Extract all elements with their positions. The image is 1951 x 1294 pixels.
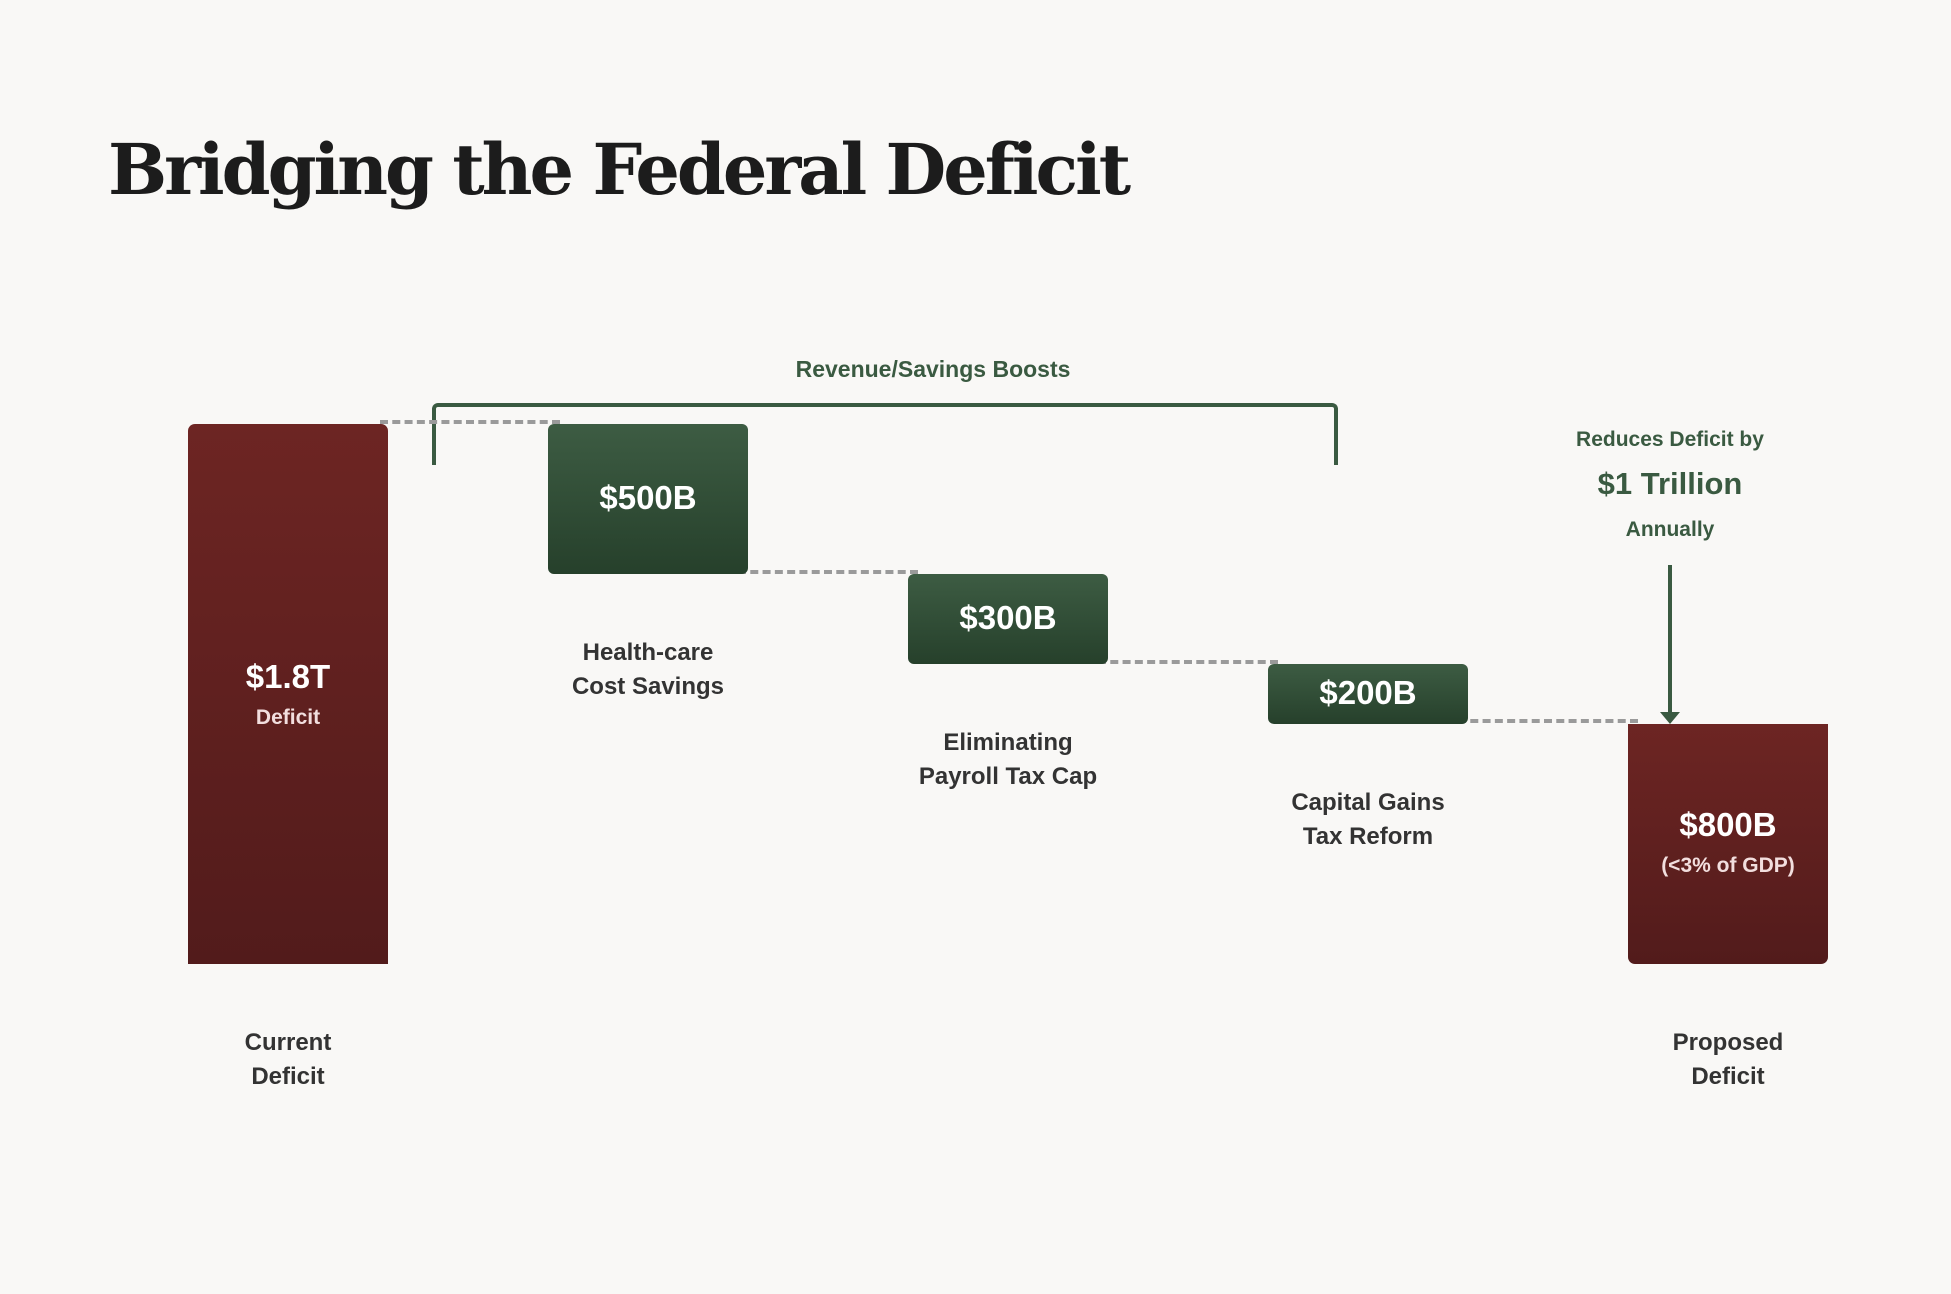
connector-line [1098,660,1278,664]
category-label: Capital Gains Tax Reform [1218,786,1518,854]
label-line: Tax Reform [1302,823,1434,850]
category-label: Health-care Cost Savings [498,636,798,704]
bar-sublabel: (<3% of GDP) [1661,854,1795,877]
bar-healthcare-savings: $500B [548,424,748,574]
arrow-head [1660,712,1680,724]
bar-capital-gains: $200B [1268,664,1468,724]
savings-bracket [432,403,1338,465]
connector-line [1458,719,1638,723]
annotation-line3: Annually [1625,518,1715,541]
label-line: Proposed [1672,1029,1784,1056]
arrow-down-icon [1668,565,1672,713]
category-label: Eliminating Payroll Tax Cap [858,726,1158,794]
category-label: Proposed Deficit [1578,1026,1878,1094]
label-line: Cost Savings [571,673,725,700]
bar-value: $300B [959,599,1057,636]
connector-line [380,420,560,424]
bar-sublabel: Deficit [255,706,321,729]
connector-line [738,570,918,574]
bar-payroll-tax-cap: $300B [908,574,1108,664]
bar-value: $800B [1679,806,1777,843]
category-label: Current Deficit [138,1026,438,1094]
bar-value: $200B [1319,674,1417,711]
label-line: Deficit [1691,1063,1765,1090]
bar-current-deficit: $1.8T Deficit [188,424,388,964]
label-line: Eliminating [943,729,1073,756]
label-line: Capital Gains [1291,789,1445,816]
bar-value: $1.8T [245,658,331,695]
label-line: Payroll Tax Cap [918,763,1098,790]
bar-value: $500B [599,479,697,516]
annotation-amount: $1 Trillion [1597,466,1743,501]
bracket-label: Revenue/Savings Boosts [795,356,1071,382]
label-line: Current [244,1029,332,1056]
label-line: Deficit [251,1063,325,1090]
bar-proposed-deficit: $800B (<3% of GDP) [1628,724,1828,964]
page-title: Bridging the Federal Deficit [108,128,1131,211]
annotation-line1: Reduces Deficit by [1576,428,1764,451]
label-line: Health-care [582,639,714,666]
